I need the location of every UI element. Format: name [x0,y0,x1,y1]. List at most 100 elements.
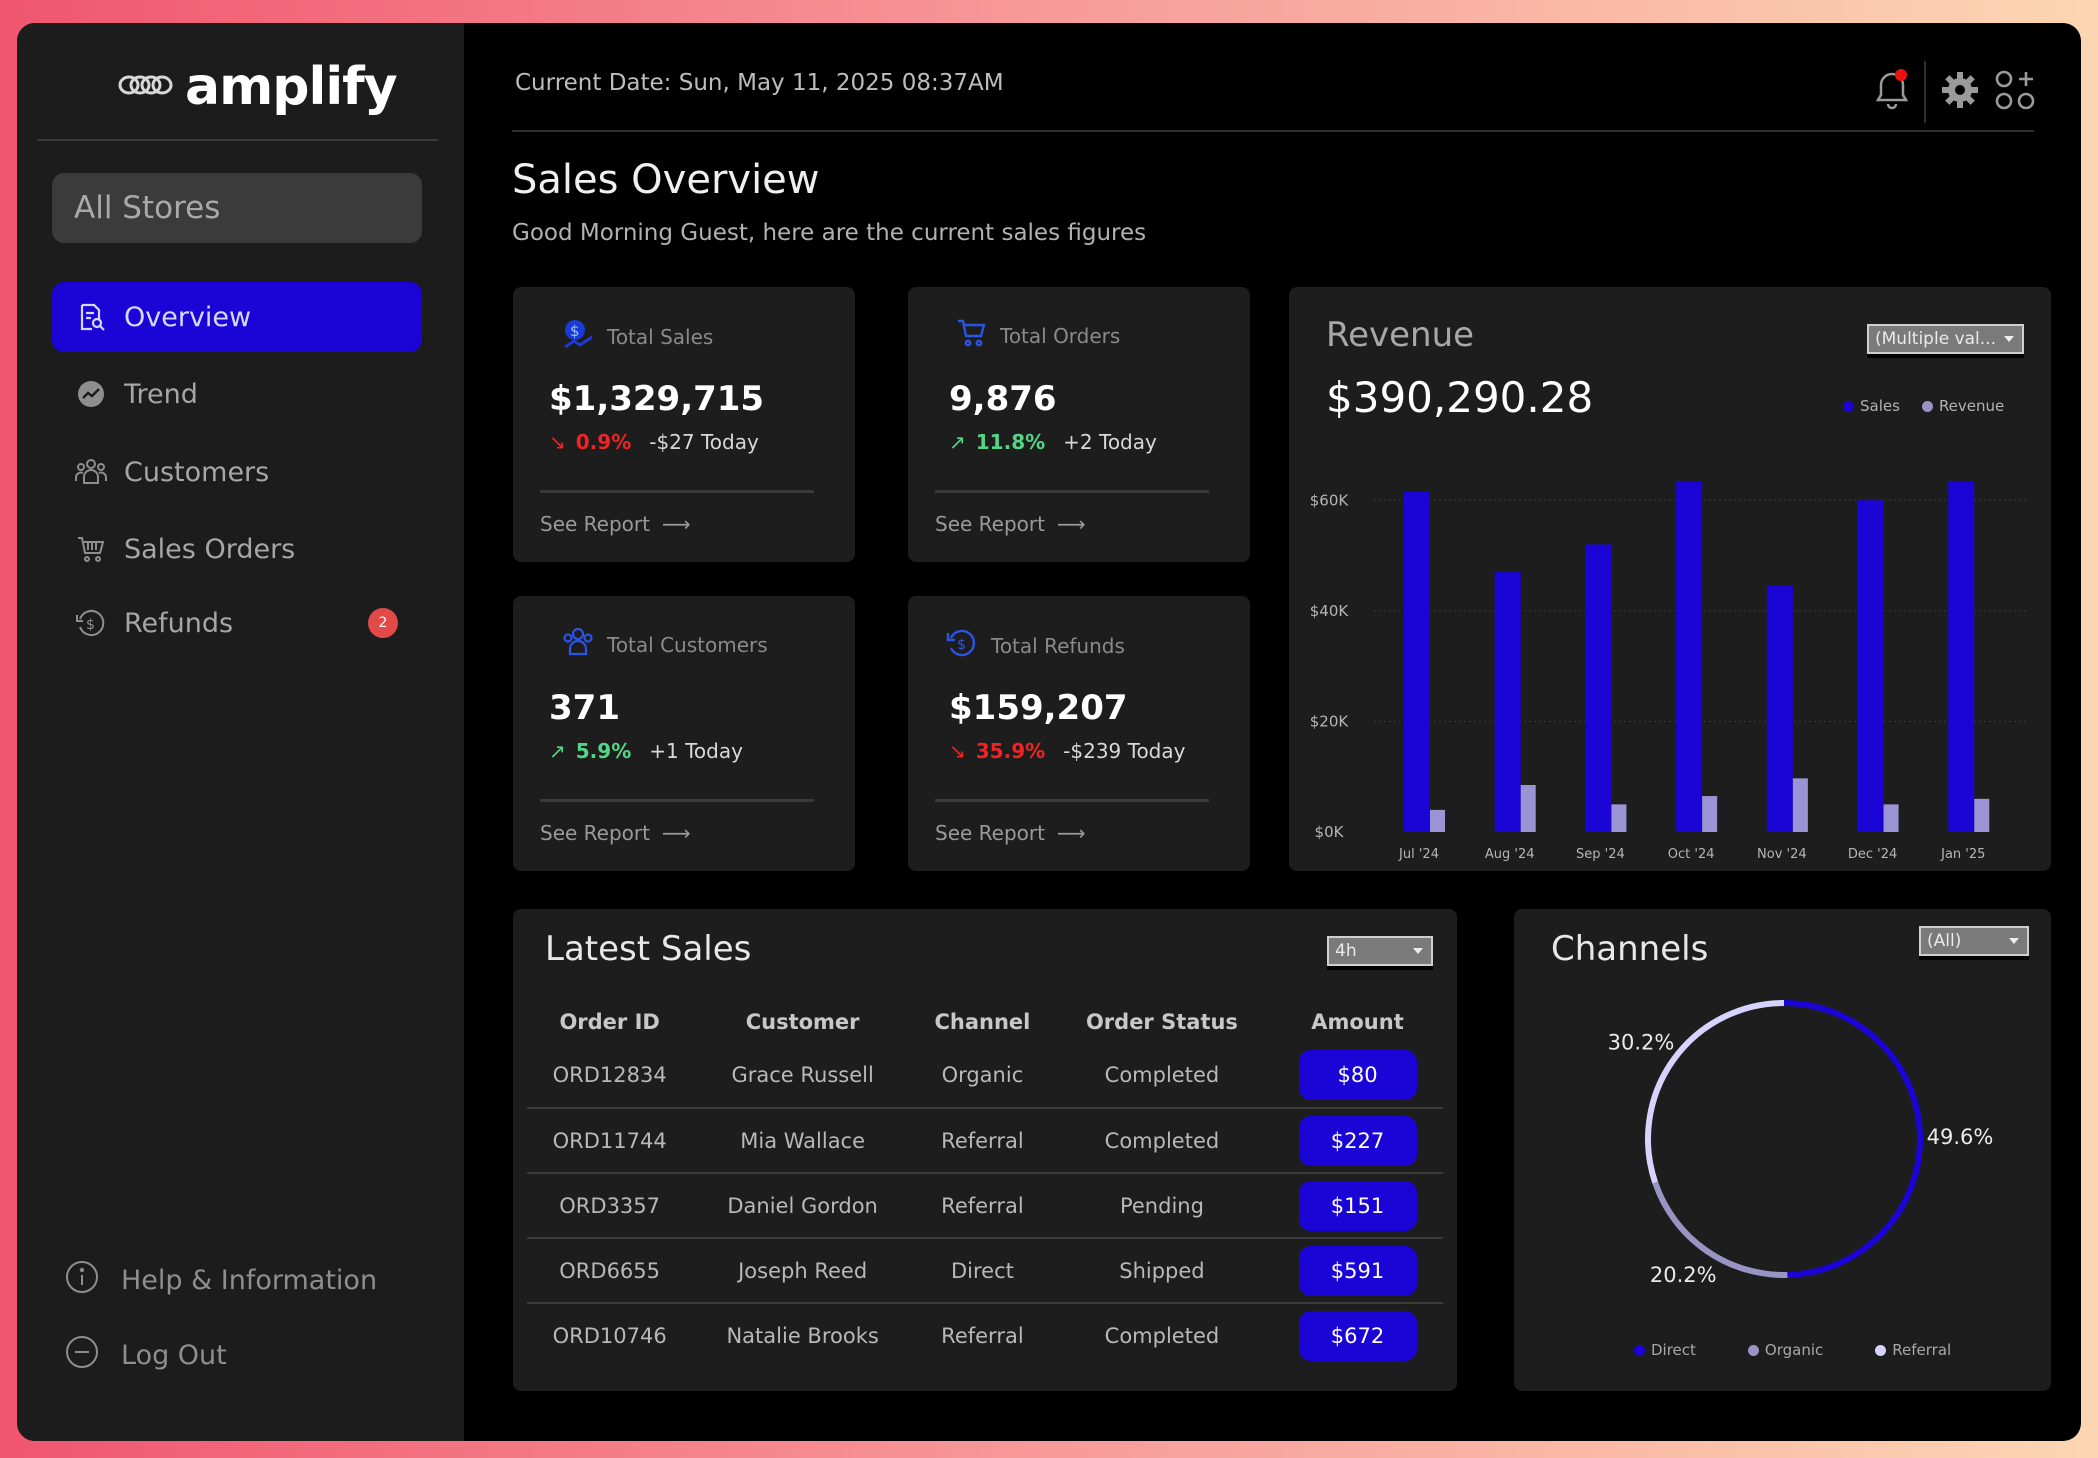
bar-sales[interactable] [1766,585,1793,832]
sidebar: amplify All Stores Overview Trend [17,23,464,1441]
trend-icon [74,377,108,411]
sidebar-item-customers[interactable]: Customers [52,437,422,507]
bar-revenue[interactable] [1792,778,1808,832]
column-header: Channel [934,1010,1031,1034]
legend-swatch [1634,1345,1645,1356]
app-window: amplify All Stores Overview Trend [17,23,2081,1441]
latest-sales-table: Order ID Customer Channel Order Status A… [527,1001,1443,1368]
kpi-label-row: $ Total Sales [561,317,713,356]
latest-sales-filter-dropdown[interactable]: 4h [1327,936,1433,966]
y-tick-label: $20K [1310,712,1350,730]
x-tick-label: Nov '24 [1757,847,1807,862]
order-id-cell: ORD3357 [527,1173,693,1239]
chevron-down-icon [1413,948,1423,954]
donut-slice-organic[interactable] [1652,1181,1788,1278]
x-tick-label: Aug '24 [1485,847,1535,862]
see-report-link[interactable]: See Report ⟶ [935,512,1086,536]
chevron-down-icon [2004,336,2014,342]
report-search-icon [74,300,108,334]
customer-cell: Mia Wallace [692,1108,913,1174]
kpi-value: $159,207 [949,688,1128,728]
bar-sales[interactable] [1494,572,1521,832]
help-link[interactable]: Help & Information [65,1260,377,1301]
store-selector[interactable]: All Stores [52,173,422,243]
kpi-value: $1,329,715 [549,379,765,419]
kpi-divider [540,799,814,802]
bar-sales[interactable] [1585,544,1612,833]
bell-icon[interactable] [1874,68,1910,116]
table-row[interactable]: ORD12834 Grace Russell Organic Completed… [527,1043,1443,1109]
header-separator [1924,61,1926,123]
brand-mark-icon [117,73,175,101]
channels-filter-dropdown[interactable]: (All) [1919,926,2029,956]
legend-label: Sales [1860,397,1900,415]
brand-logo[interactable]: amplify [117,57,398,117]
channels-card: Channels (All) 49.6% 20.2% 30.2% Direct Or… [1514,909,2051,1391]
channels-donut-chart: 49.6% 20.2% 30.2% [1608,1000,1993,1287]
see-report-label: See Report [935,821,1045,845]
amount-cell: $591 [1272,1238,1443,1304]
sidebar-item-label: Trend [124,378,198,410]
add-widget-icon[interactable] [1994,69,2036,115]
kpi-label-row: $ Total Refunds [945,626,1125,665]
bar-revenue[interactable] [1702,796,1718,832]
amount-cell: $80 [1272,1043,1443,1109]
arrow-right-icon: ⟶ [661,512,691,536]
kpi-change-today: -$239 Today [1063,739,1186,763]
see-report-link[interactable]: See Report ⟶ [935,821,1086,845]
brand-name: amplify [185,57,398,117]
bar-sales[interactable] [1676,480,1703,832]
sidebar-item-refunds[interactable]: $ Refunds 2 [52,588,422,658]
revenue-total: $390,290.28 [1326,373,1594,422]
main-content: Current Date: Sun, May 11, 2025 08:37AM [464,23,2081,1441]
arrow-right-icon: ⟶ [1056,821,1086,845]
revenue-filter-dropdown[interactable]: (Multiple val... [1867,324,2024,354]
bar-revenue[interactable] [1974,798,1990,832]
sidebar-item-label: Overview [124,301,252,333]
table-row[interactable]: ORD3357 Daniel Gordon Referral Pending $… [527,1173,1443,1239]
kpi-change: ↗ 5.9% +1 Today [549,739,743,763]
customer-cell: Joseph Reed [692,1238,913,1304]
kpi-change-today: -$27 Today [649,430,759,454]
channels-legend: Direct Organic Referral [1634,1341,1951,1359]
see-report-label: See Report [540,512,650,536]
page-subtitle: Good Morning Guest, here are the current… [512,220,1147,246]
table-row[interactable]: ORD11744 Mia Wallace Referral Completed … [527,1108,1443,1174]
order-id-cell: ORD12834 [527,1043,693,1109]
legend-label: Revenue [1938,397,2005,415]
bar-sales[interactable] [1857,500,1884,832]
sidebar-item-overview[interactable]: Overview [52,282,422,352]
sidebar-item-trend[interactable]: Trend [52,359,422,429]
table-row[interactable]: ORD10746 Natalie Brooks Referral Complet… [527,1303,1443,1368]
bar-revenue[interactable] [1611,804,1627,832]
svg-text:$: $ [957,637,966,653]
bar-revenue[interactable] [1430,809,1445,832]
amount-cell: $672 [1272,1303,1443,1368]
arrow-down-right-icon: ↘ [549,430,566,454]
kpi-change-today: +2 Today [1063,430,1157,454]
help-label: Help & Information [121,1265,378,1296]
donut-slice-direct[interactable] [1783,1000,1923,1278]
bar-sales[interactable] [1948,480,1975,832]
kpi-label: Total Orders [1000,323,1121,348]
sidebar-item-sales-orders[interactable]: Sales Orders [52,514,422,584]
column-header: Order ID [559,1010,660,1034]
see-report-link[interactable]: See Report ⟶ [540,821,691,845]
column-header: Customer [745,1010,860,1034]
bar-revenue[interactable] [1520,785,1536,832]
logout-link[interactable]: Log Out [65,1335,227,1376]
kpi-divider [935,799,1209,802]
donut-slice-referral[interactable] [1645,1000,1785,1184]
table-row[interactable]: ORD6655 Joseph Reed Direct Shipped $591 [527,1238,1443,1304]
kpi-divider [935,490,1209,493]
status-cell: Shipped [1051,1238,1273,1304]
see-report-link[interactable]: See Report ⟶ [540,512,691,536]
info-icon [65,1260,99,1301]
page-title: Sales Overview [512,157,820,203]
bar-sales[interactable] [1404,491,1430,832]
x-tick-label: Jul '24 [1398,847,1439,862]
latest-sales-card: Latest Sales 4h Order ID Customer Channe… [513,909,1457,1391]
bar-revenue[interactable] [1883,804,1899,832]
gear-icon[interactable] [1940,70,1980,114]
svg-text:$: $ [570,322,580,340]
